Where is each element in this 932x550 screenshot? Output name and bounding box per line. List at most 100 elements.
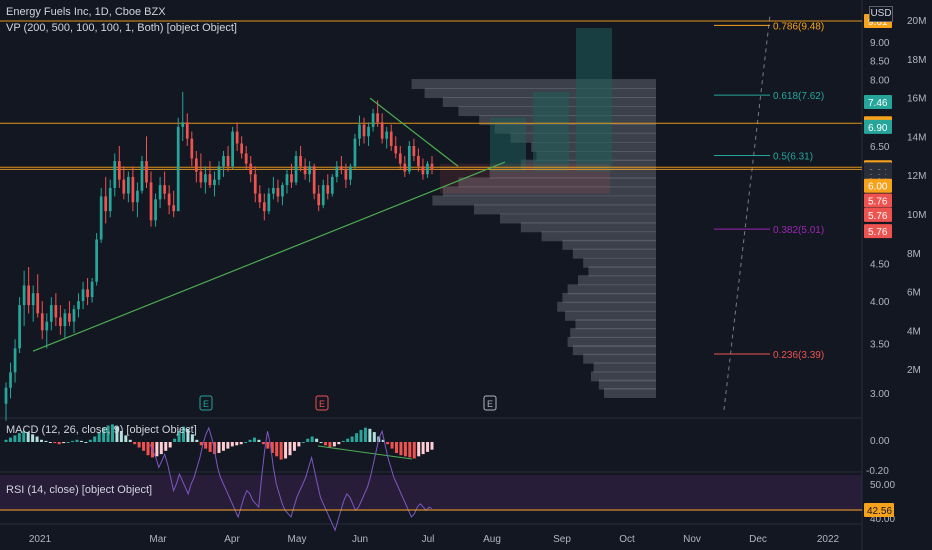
candle-body: [149, 182, 153, 221]
candle-body: [226, 155, 230, 167]
volume-tick: 8M: [907, 249, 921, 260]
candle-body: [267, 193, 271, 212]
earnings-event[interactable]: E: [483, 395, 497, 411]
price-tick: 9.00: [870, 38, 890, 49]
macd-bar: [213, 442, 217, 455]
vp-row: [572, 248, 656, 259]
candle-body: [127, 176, 130, 194]
macd-bar: [284, 442, 288, 459]
macd-bar: [111, 424, 114, 442]
candle-body: [95, 239, 98, 282]
macd-bar: [421, 442, 425, 455]
macd-bar: [159, 442, 163, 455]
macd-bar: [230, 442, 234, 447]
trendlines: [32, 97, 506, 352]
candle-body: [358, 124, 361, 139]
macd-bar: [324, 442, 327, 446]
time-axis[interactable]: 2021 Mar Apr May Jun Jul Aug Sep Oct Nov Dec 2022: [29, 534, 840, 545]
candle-body: [321, 185, 325, 206]
candle-body: [244, 153, 248, 164]
macd-bar: [359, 429, 363, 442]
candle-body: [181, 122, 185, 127]
time-tick: Aug: [483, 534, 501, 545]
macd-bar: [115, 426, 119, 442]
candle-body: [63, 313, 67, 326]
earnings-event[interactable]: E: [199, 395, 213, 411]
macd-bar: [403, 442, 407, 457]
macd-bar: [66, 442, 70, 443]
candle-body: [90, 281, 94, 298]
candle-body: [45, 321, 49, 331]
candle-body: [299, 155, 302, 167]
price-label-bg: [864, 193, 892, 208]
vp-row: [557, 301, 656, 312]
macd-bar: [381, 439, 385, 442]
time-tick: Oct: [619, 534, 635, 545]
candle-body: [27, 285, 31, 306]
price-axis[interactable]: 9.008.508.007.507.006.506.005.505.004.50…: [864, 14, 926, 525]
macd-bar: [346, 438, 350, 442]
candle-body: [240, 143, 244, 154]
value-area-band: [440, 163, 610, 194]
macd-bar: [164, 442, 168, 451]
candle-body: [403, 163, 407, 172]
macd-bar: [430, 442, 434, 450]
candle-body: [176, 126, 180, 212]
macd-bar: [93, 436, 97, 442]
legend-title: Energy Fuels Inc, 1D, Cboe BZX: [6, 6, 166, 18]
candle-body: [204, 174, 207, 183]
candle-body: [412, 145, 416, 156]
vp-row: [565, 310, 656, 321]
macd-bar: [341, 440, 345, 442]
fib-level-label: 0.5(6.31): [773, 151, 813, 162]
legend-vp: VP (200, 500, 100, 100, 1, Both) [object…: [6, 22, 237, 34]
currency-badge[interactable]: USD: [869, 6, 893, 22]
price-label: 5.76: [868, 211, 888, 222]
macd-bar: [257, 439, 261, 442]
macd-bar: [350, 436, 354, 442]
event-badge: [483, 395, 497, 411]
macd-bar: [390, 442, 394, 449]
candle-body: [4, 387, 8, 404]
vp-row: [562, 239, 656, 250]
price-label-bg: [864, 207, 892, 222]
macd-bar: [44, 440, 48, 442]
candle-body: [276, 187, 280, 197]
rsi-band: [0, 475, 862, 511]
candle-body: [54, 305, 58, 318]
vp-bar: [576, 28, 612, 172]
candle-body: [190, 138, 194, 159]
candle-body: [185, 122, 189, 139]
candle-body: [421, 166, 425, 175]
candle-body: [217, 166, 221, 180]
macd-bar: [408, 442, 412, 458]
macd-bar: [235, 442, 239, 446]
event-label: E: [487, 399, 493, 409]
candle-body: [13, 348, 17, 373]
candle-body: [167, 193, 171, 206]
price-tick: 3.50: [870, 340, 890, 351]
candle-body: [398, 153, 402, 164]
candle-body: [394, 145, 398, 154]
time-tick: 2022: [817, 534, 840, 545]
fib-level-label: 0.618(7.62): [773, 91, 824, 102]
vp-row: [500, 213, 656, 224]
vp-row: [570, 327, 656, 338]
earnings-event[interactable]: E: [315, 395, 329, 411]
rsi-line: [149, 426, 433, 532]
candle-body: [131, 176, 135, 203]
candle-body: [9, 372, 12, 388]
candle-body: [312, 166, 316, 194]
price-tick: 4.50: [870, 259, 890, 270]
candle-body: [72, 309, 76, 322]
macd-bar: [368, 428, 372, 442]
macd-bar: [173, 438, 177, 442]
candle-body: [367, 126, 370, 137]
price-label: 5.76: [868, 227, 888, 238]
candle-body: [31, 293, 35, 306]
vp-row: [598, 379, 656, 390]
candle-body: [86, 289, 89, 298]
candle-body: [303, 166, 307, 175]
time-tick: Jul: [422, 534, 435, 545]
